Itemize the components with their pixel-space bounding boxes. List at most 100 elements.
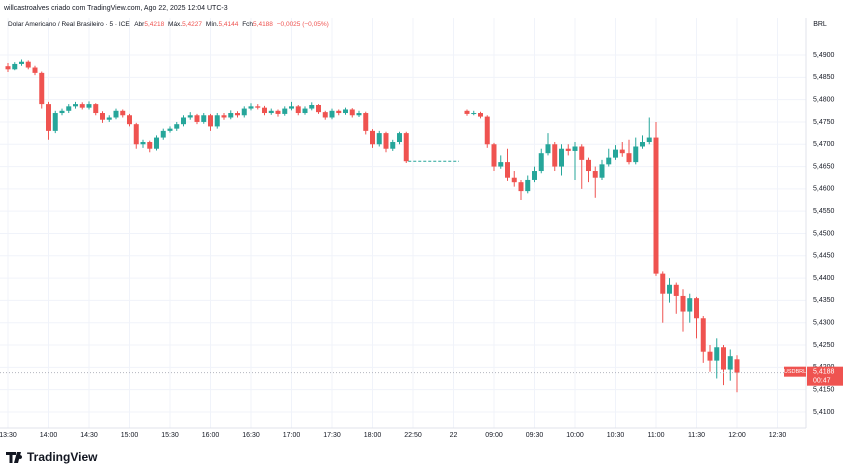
- high-label: Máx.: [168, 21, 182, 28]
- candle-body: [160, 130, 166, 138]
- x-tick-label: 14:00: [40, 432, 58, 439]
- candle-body: [59, 110, 65, 114]
- candle-body: [721, 347, 726, 370]
- candle-body: [187, 115, 193, 118]
- x-tick-label: 17:00: [283, 432, 301, 439]
- x-tick-label: 10:30: [607, 432, 625, 439]
- y-tick-label: 5,4300: [813, 320, 835, 327]
- x-tick-label: 12:00: [728, 432, 746, 439]
- grid: [0, 18, 806, 428]
- candle-body: [133, 124, 139, 145]
- candle-body: [403, 133, 409, 162]
- candle-body: [613, 149, 618, 158]
- x-tick-label: 17:30: [323, 432, 341, 439]
- candle-body: [32, 67, 38, 73]
- candle-body: [214, 115, 220, 127]
- candle-body: [606, 157, 612, 165]
- y-tick-label: 5,4250: [813, 342, 835, 349]
- candle-body: [687, 298, 693, 312]
- y-tick-label: 5,4600: [813, 186, 835, 193]
- x-tick-label: 16:00: [202, 432, 220, 439]
- x-tick-label: 09:00: [485, 432, 503, 439]
- candle-body: [700, 318, 706, 352]
- symbol: Dolar Americano / Real Brasileiro · 5 · …: [8, 21, 130, 28]
- open-label: Abr: [134, 21, 145, 28]
- candle-body: [262, 107, 267, 114]
- x-tick-label: 15:00: [121, 432, 139, 439]
- candle-body: [181, 117, 186, 125]
- y-tick-label: 5,4800: [813, 96, 835, 103]
- x-tick-label: 09:30: [526, 432, 544, 439]
- candle-body: [390, 142, 396, 149]
- candle-body: [478, 113, 483, 117]
- candle-body: [147, 142, 153, 149]
- low-value: 5,4144: [218, 21, 238, 28]
- candle-body: [241, 108, 247, 116]
- candle-body: [532, 171, 537, 180]
- candle-body: [552, 144, 558, 167]
- candle-body: [208, 115, 213, 127]
- y-tick-label: 5,4350: [813, 297, 835, 304]
- candle-body: [12, 63, 18, 70]
- y-tick-label: 5,4650: [813, 163, 835, 170]
- change: −0,0025 (−0,05%): [277, 21, 329, 28]
- candle-body: [734, 359, 740, 373]
- candle-body: [73, 104, 78, 107]
- y-tick-label: 5,4150: [813, 386, 835, 393]
- candle-body: [302, 108, 308, 114]
- candle-body: [86, 104, 92, 108]
- candle-body: [505, 162, 510, 178]
- y-tick-label: 5,4850: [813, 74, 835, 81]
- candle-body: [727, 356, 733, 370]
- candle-body: [694, 298, 699, 319]
- candle-body: [248, 106, 254, 109]
- candle-body: [498, 162, 504, 167]
- candle-body: [140, 142, 146, 145]
- close-value: 5,4188: [253, 21, 273, 28]
- x-tick-label: 16:30: [242, 432, 260, 439]
- y-tick-label: 5,4100: [813, 409, 835, 416]
- candle-body: [235, 113, 240, 116]
- plot: [0, 59, 806, 393]
- y-tick-label: 5,4400: [813, 275, 835, 282]
- candle-body: [100, 113, 105, 120]
- last-price-box: [784, 366, 806, 377]
- candle-body: [660, 273, 666, 294]
- x-tick-label: 18:00: [364, 432, 382, 439]
- currency-bg: [807, 17, 843, 31]
- candle-body: [511, 177, 517, 183]
- candle-body: [471, 113, 477, 115]
- candle-body: [673, 284, 679, 296]
- candle-body: [93, 104, 99, 114]
- candle-body: [201, 115, 207, 122]
- attribution: willcastroalves criado com TradingView.c…: [3, 5, 228, 12]
- candle-body: [397, 133, 402, 143]
- candle-body: [52, 113, 58, 131]
- candle-body: [707, 351, 713, 361]
- candle-body: [25, 61, 31, 68]
- candle-body: [154, 137, 159, 149]
- candle-body: [491, 144, 497, 167]
- y-tick-label: 5,4700: [813, 141, 835, 148]
- x-tick-label: 11:00: [648, 432, 665, 439]
- candle-body: [518, 182, 524, 192]
- candle-body: [525, 179, 531, 192]
- candle-body: [363, 113, 369, 131]
- candle-body: [194, 115, 200, 122]
- x-tick-label: 22:50: [404, 432, 422, 439]
- candle-body: [383, 133, 389, 149]
- candle-body: [106, 117, 112, 120]
- x-tick-label: 11:30: [688, 432, 705, 439]
- last-price-countdown: 00:47: [813, 378, 831, 385]
- candle-body: [680, 295, 686, 312]
- candle-body: [174, 124, 180, 129]
- y-tick-label: 5,4450: [813, 253, 835, 260]
- candle-body: [289, 106, 294, 109]
- candle-body: [565, 148, 571, 151]
- candle-body: [633, 146, 639, 163]
- candle-body: [309, 104, 315, 109]
- candle-body: [113, 110, 119, 118]
- x-tick-label: 22: [450, 432, 458, 439]
- high-value: 5,4227: [182, 21, 202, 28]
